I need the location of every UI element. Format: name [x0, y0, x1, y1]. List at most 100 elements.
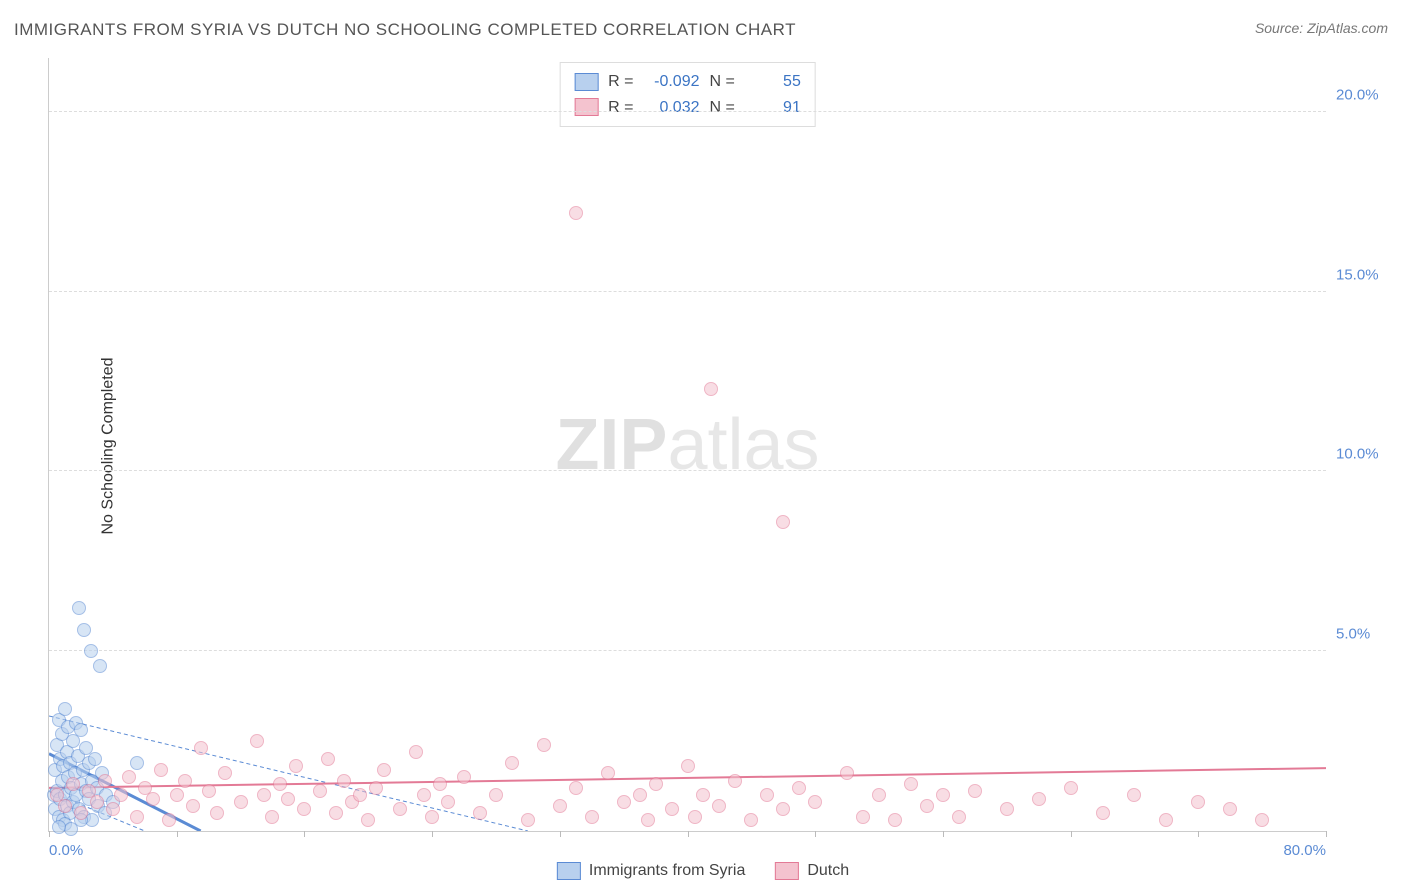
scatter-point [473, 806, 487, 820]
scatter-point [904, 777, 918, 791]
scatter-point [66, 777, 80, 791]
y-tick-label: 10.0% [1336, 446, 1396, 463]
x-tick [1071, 831, 1072, 837]
scatter-point [649, 777, 663, 791]
x-tick [815, 831, 816, 837]
scatter-point [433, 777, 447, 791]
scatter-point [840, 766, 854, 780]
scatter-point [1159, 813, 1173, 827]
x-tick [177, 831, 178, 837]
scatter-point [617, 795, 631, 809]
scatter-point [114, 788, 128, 802]
scatter-point [712, 799, 726, 813]
scatter-point [425, 810, 439, 824]
scatter-point [1127, 788, 1141, 802]
trend-line [49, 716, 528, 831]
scatter-point [353, 788, 367, 802]
scatter-point [1255, 813, 1269, 827]
y-tick-label: 15.0% [1336, 266, 1396, 283]
scatter-point [952, 810, 966, 824]
scatter-point [202, 784, 216, 798]
scatter-point [329, 806, 343, 820]
scatter-point [58, 702, 72, 716]
x-tick [49, 831, 50, 837]
scatter-plot-area: ZIPatlas R =-0.092N =55R =0.032N =91 5.0… [48, 58, 1326, 832]
scatter-point [872, 788, 886, 802]
legend-swatch [574, 73, 598, 91]
scatter-point [369, 781, 383, 795]
scatter-point [1223, 802, 1237, 816]
scatter-point [920, 799, 934, 813]
scatter-point [265, 810, 279, 824]
n-label: N = [710, 69, 735, 95]
scatter-point [194, 741, 208, 755]
scatter-point [633, 788, 647, 802]
scatter-point [218, 766, 232, 780]
scatter-point [553, 799, 567, 813]
gridline [49, 650, 1326, 651]
scatter-point [321, 752, 335, 766]
series-legend: Immigrants from Syria Dutch [557, 862, 849, 880]
scatter-point [234, 795, 248, 809]
scatter-point [130, 810, 144, 824]
scatter-point [1000, 802, 1014, 816]
scatter-point [186, 799, 200, 813]
scatter-point [74, 723, 88, 737]
scatter-point [337, 774, 351, 788]
scatter-point [936, 788, 950, 802]
scatter-point [569, 206, 583, 220]
scatter-point [776, 802, 790, 816]
scatter-point [641, 813, 655, 827]
legend-item: Immigrants from Syria [557, 862, 745, 880]
scatter-point [93, 659, 107, 673]
scatter-point [250, 734, 264, 748]
scatter-point [130, 756, 144, 770]
legend-swatch [574, 98, 598, 116]
scatter-point [1032, 792, 1046, 806]
r-value: -0.092 [644, 69, 700, 95]
x-tick [432, 831, 433, 837]
legend-swatch [557, 862, 581, 880]
scatter-point [688, 810, 702, 824]
scatter-point [441, 795, 455, 809]
y-tick-label: 20.0% [1336, 86, 1396, 103]
scatter-point [888, 813, 902, 827]
scatter-point [106, 802, 120, 816]
x-tick [1198, 831, 1199, 837]
scatter-point [681, 759, 695, 773]
scatter-point [457, 770, 471, 784]
scatter-point [52, 820, 66, 834]
gridline [49, 291, 1326, 292]
scatter-point [569, 781, 583, 795]
x-tick [304, 831, 305, 837]
scatter-point [210, 806, 224, 820]
scatter-point [162, 813, 176, 827]
x-tick [560, 831, 561, 837]
scatter-point [74, 806, 88, 820]
legend-label: Dutch [807, 862, 849, 880]
scatter-point [808, 795, 822, 809]
scatter-point [744, 813, 758, 827]
scatter-point [792, 781, 806, 795]
n-value: 55 [745, 69, 801, 95]
scatter-point [289, 759, 303, 773]
source-attribution: Source: ZipAtlas.com [1255, 20, 1388, 36]
scatter-point [90, 795, 104, 809]
trend-lines-layer [49, 58, 1326, 831]
scatter-point [505, 756, 519, 770]
scatter-point [77, 623, 91, 637]
legend-item: Dutch [775, 862, 849, 880]
scatter-point [170, 788, 184, 802]
scatter-point [297, 802, 311, 816]
scatter-point [88, 752, 102, 766]
x-tick [688, 831, 689, 837]
scatter-point [273, 777, 287, 791]
scatter-point [856, 810, 870, 824]
scatter-point [760, 788, 774, 802]
scatter-point [281, 792, 295, 806]
watermark-rest: atlas [667, 405, 819, 485]
scatter-point [72, 601, 86, 615]
scatter-point [537, 738, 551, 752]
watermark-bold: ZIP [555, 405, 667, 485]
scatter-point [521, 813, 535, 827]
